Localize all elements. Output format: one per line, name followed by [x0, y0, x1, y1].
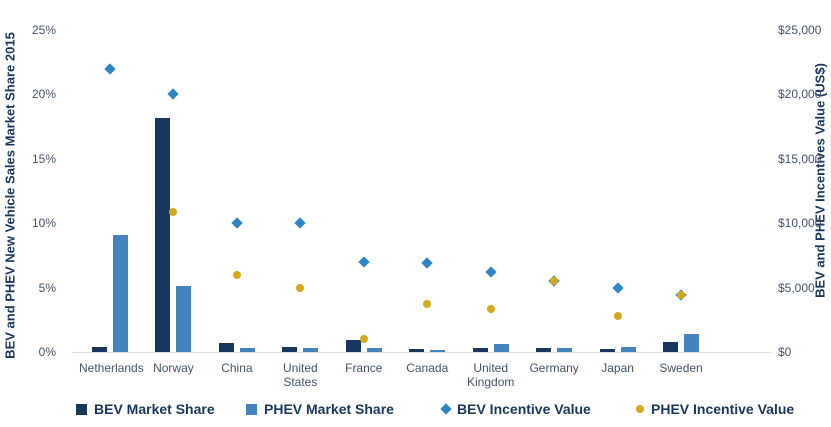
legend-label: PHEV Market Share — [264, 401, 394, 417]
left-axis-title: BEV and PHEV New Vehicle Sales Market Sh… — [2, 32, 18, 359]
phev-incentive-marker-france — [359, 335, 368, 344]
bev-incentive-marker-netherlands — [104, 62, 116, 75]
phev-market-share-bar-china — [239, 348, 255, 352]
phev-incentive-marker-china — [232, 270, 241, 279]
bev-incentive-marker-norway — [167, 88, 180, 101]
phev-incentive-marker-germany — [550, 277, 559, 286]
x-axis-line — [72, 352, 772, 353]
phev-market-share-bar-france — [366, 348, 382, 352]
phev-market-share-bar-netherlands — [113, 234, 128, 352]
right-axis-tick: $25,000 — [778, 23, 822, 37]
bev-market-share-bar-france — [345, 340, 361, 352]
phev-incentive-marker-canada — [423, 300, 432, 309]
bev-market-share-bar-china — [218, 342, 234, 352]
bev-market-share-bar-united-states — [282, 346, 298, 352]
phev-market-share-bar-norway — [176, 286, 192, 352]
bev-market-share-bar-sweden — [663, 341, 679, 352]
x-axis-label-sweden: Sweden — [659, 361, 703, 375]
bev-incentive-marker-canada — [421, 257, 433, 269]
left-axis-tick: 5% — [38, 280, 56, 295]
phev-incentive-marker-sweden — [677, 291, 686, 300]
x-axis-label-canada: Canada — [406, 361, 449, 375]
right-axis-tick: $0 — [778, 345, 792, 359]
x-axis-label-france: France — [345, 361, 383, 375]
bev-incentive-marker-france — [358, 256, 370, 268]
bev-market-share-bar-japan — [599, 349, 615, 352]
legend-label: PHEV Incentive Value — [651, 401, 795, 417]
x-axis-label-norway: Norway — [153, 361, 194, 375]
bev-market-share-bar-germany — [536, 348, 552, 352]
phev-market-share-bar-japan — [620, 347, 636, 352]
right-axis-title: BEV and PHEV Incentives Value (US$) — [812, 63, 828, 298]
legend-item-phev-market-share: PHEV Market Share — [246, 401, 394, 417]
phev-market-share-bar-united-kingdom — [493, 344, 509, 352]
left-axis-tick: 0% — [38, 345, 56, 359]
left-axis-tick: 15% — [31, 151, 56, 166]
x-axis-label-united-states: United States — [283, 361, 318, 389]
phev-incentive-marker-united-states — [296, 283, 305, 292]
left-axis-tick: 10% — [31, 216, 56, 231]
left-axis-tick: 20% — [31, 87, 56, 102]
phev-incentive-marker-united-kingdom — [486, 305, 495, 314]
phev-incentive-marker-norway — [169, 207, 178, 216]
phev-market-share-bar-germany — [557, 348, 573, 352]
phev-market-share-bar-united-states — [303, 348, 319, 352]
bev-incentive-marker-united-kingdom — [485, 266, 497, 278]
bev-market-share-bar-netherlands — [92, 346, 107, 352]
square-legend-swatch — [246, 403, 257, 415]
square-legend-swatch — [76, 403, 87, 415]
right-axis-tick: $5,000 — [778, 280, 815, 295]
legend-item-bev-market-share: BEV Market Share — [76, 401, 215, 417]
phev-market-share-bar-canada — [430, 350, 446, 352]
x-axis-label-united-kingdom: United Kingdom — [467, 361, 515, 389]
circle-legend-swatch — [636, 405, 644, 413]
phev-incentive-marker-japan — [613, 311, 622, 320]
bev-incentive-marker-japan — [611, 281, 624, 294]
left-axis-tick: 25% — [31, 23, 56, 37]
legend-item-phev-incentive-value: PHEV Incentive Value — [636, 401, 794, 417]
right-axis-tick: $10,000 — [778, 216, 822, 231]
legend-label: BEV Incentive Value — [457, 401, 591, 417]
x-axis-label-japan: Japan — [601, 361, 634, 375]
bev-incentive-marker-united-states — [294, 217, 307, 229]
bev-market-share-bar-norway — [155, 117, 171, 352]
bev-market-share-bar-canada — [409, 349, 425, 352]
x-axis-label-china: China — [221, 361, 253, 375]
legend-label: BEV Market Share — [94, 401, 215, 417]
diamond-legend-swatch — [440, 403, 452, 415]
x-axis-label-netherlands: Netherlands — [79, 361, 144, 375]
x-axis-label-germany: Germany — [529, 361, 579, 375]
right-axis-tick: $20,000 — [778, 87, 822, 102]
phev-market-share-bar-sweden — [684, 333, 700, 352]
bev-market-share-bar-united-kingdom — [472, 348, 488, 352]
bev-incentive-marker-china — [231, 217, 243, 229]
right-axis-tick: $15,000 — [778, 151, 822, 166]
legend-item-bev-incentive-value: BEV Incentive Value — [440, 401, 591, 417]
